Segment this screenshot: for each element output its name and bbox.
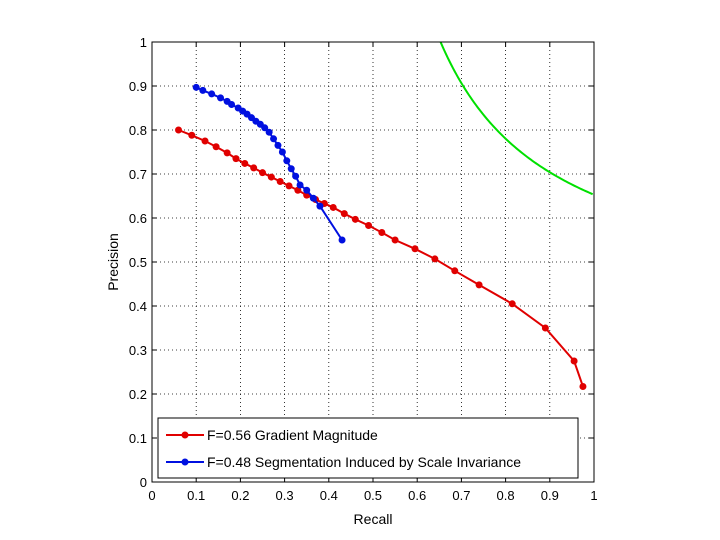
series-point: [431, 255, 439, 263]
series-point: [201, 137, 209, 145]
series-point: [228, 100, 236, 108]
series-point: [270, 135, 278, 143]
legend-marker-gradient-magnitude: [181, 431, 189, 439]
y-tick-label: 1: [140, 35, 147, 50]
x-tick-label: 0.1: [187, 488, 205, 503]
series-1: [192, 83, 346, 244]
y-tick-label: 0.7: [129, 167, 147, 182]
series-point: [192, 83, 200, 91]
series-point: [175, 126, 183, 134]
legend-label-segmentation: F=0.48 Segmentation Induced by Scale Inv…: [207, 454, 521, 470]
x-axis-title: Recall: [354, 511, 393, 527]
series-point: [285, 182, 293, 190]
legend-label-gradient-magnitude: F=0.56 Gradient Magnitude: [207, 427, 378, 443]
series-point: [276, 177, 284, 185]
series-line: [178, 129, 584, 387]
series-point: [274, 141, 282, 149]
series-point: [287, 165, 295, 173]
series-point: [365, 221, 373, 229]
series-point: [541, 324, 549, 332]
y-tick-label: 0.9: [129, 79, 147, 94]
x-tick-label: 1: [590, 488, 597, 503]
y-axis-title: Precision: [105, 233, 121, 291]
series-point: [338, 236, 346, 244]
series-line: [195, 86, 343, 241]
series-point: [241, 159, 249, 167]
legend-marker-segmentation: [181, 458, 189, 466]
series-point: [303, 186, 311, 194]
series-point: [570, 357, 578, 365]
series-point: [309, 194, 317, 202]
series-point: [250, 164, 258, 172]
y-tick-label: 0.2: [129, 387, 147, 402]
legend-entry-segmentation: F=0.48 Segmentation Induced by Scale Inv…: [166, 454, 521, 470]
series-point: [265, 128, 273, 136]
iso-f-curve-layer: [439, 41, 594, 196]
y-tick-label: 0.1: [129, 431, 147, 446]
series-point: [329, 203, 337, 211]
series-point: [294, 186, 302, 194]
series-point: [212, 143, 220, 151]
x-tick-label: 0.3: [276, 488, 294, 503]
series-point: [267, 173, 275, 181]
series-point: [411, 245, 419, 253]
x-tick-label: 0.6: [408, 488, 426, 503]
series-point: [223, 149, 231, 157]
series-point: [261, 124, 269, 132]
series-0: [175, 126, 587, 391]
series-point: [378, 229, 386, 237]
series-point: [188, 131, 196, 139]
x-tick-label: 0.2: [231, 488, 249, 503]
legend-box: [157, 417, 579, 479]
series-layer: [175, 83, 587, 391]
series-point: [296, 181, 304, 189]
y-tick-label: 0: [140, 475, 147, 490]
series-point: [508, 300, 516, 308]
series-point: [316, 202, 324, 210]
series-point: [199, 86, 207, 94]
series-point: [292, 172, 300, 180]
legend: F=0.56 Gradient Magnitude F=0.48 Segment…: [157, 417, 579, 479]
x-tick-label: 0.4: [320, 488, 338, 503]
series-point: [340, 210, 348, 218]
series-point: [351, 215, 359, 223]
legend-entry-gradient-magnitude: F=0.56 Gradient Magnitude: [166, 427, 378, 443]
grid: [152, 42, 594, 482]
y-tick-label: 0.3: [129, 343, 147, 358]
series-point: [278, 148, 286, 156]
x-tick-label: 0.8: [497, 488, 515, 503]
series-point: [217, 94, 225, 102]
x-tick-label: 0.7: [452, 488, 470, 503]
iso-f-curve: [439, 41, 594, 196]
series-point: [391, 236, 399, 244]
series-point: [451, 267, 459, 275]
x-tick-label: 0.5: [364, 488, 382, 503]
series-point: [283, 157, 291, 165]
series-point: [579, 383, 587, 391]
y-tick-label: 0.8: [129, 123, 147, 138]
y-tick-label: 0.6: [129, 211, 147, 226]
x-tick-label: 0.9: [541, 488, 559, 503]
series-point: [259, 169, 266, 177]
y-tick-label: 0.4: [129, 299, 147, 314]
series-point: [232, 155, 240, 163]
series-point: [475, 281, 483, 289]
x-tick-label: 0: [148, 488, 155, 503]
ticks: 00 0.1 0.1 0.2 0.2 0.3 0.3 0.4 0.4 0.5 0.5 0.6 0.6 0.…: [129, 35, 598, 503]
series-point: [208, 90, 216, 98]
y-tick-label: 0.5: [129, 255, 147, 270]
